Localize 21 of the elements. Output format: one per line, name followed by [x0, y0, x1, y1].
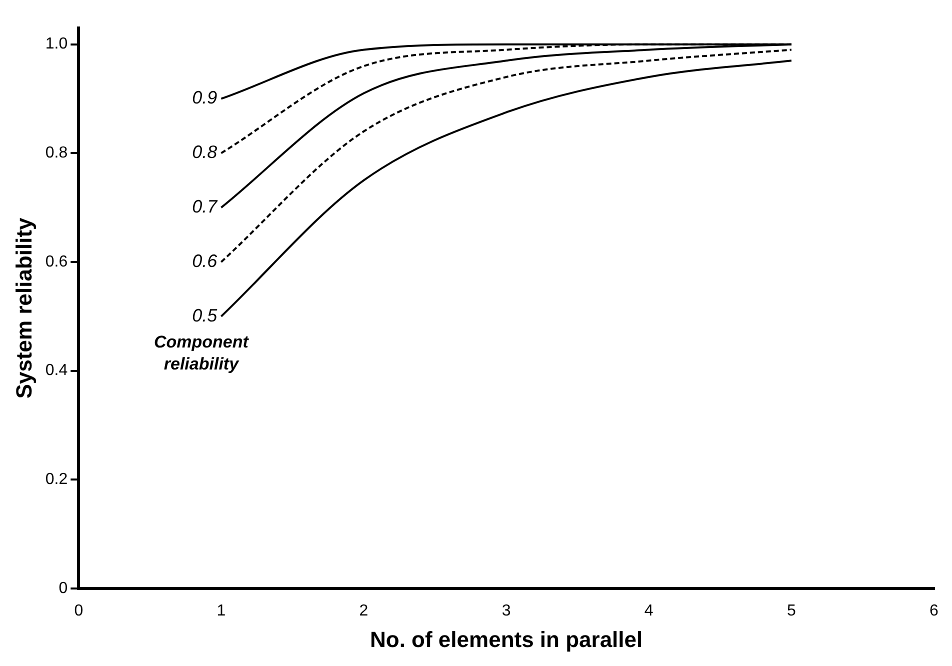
x-tick-label: 3 — [502, 602, 511, 620]
annotation: Component reliability — [154, 332, 250, 374]
x-tick-label: 1 — [216, 602, 226, 620]
x-tick-label: 0 — [74, 602, 84, 620]
y-tick-label: 0 — [58, 580, 68, 597]
series-label: 0.5 — [192, 305, 218, 326]
x-tick-label: 5 — [786, 602, 796, 620]
x-tick-label: 6 — [930, 602, 939, 620]
y-tick-label: 0.2 — [45, 470, 68, 488]
y-axis-title: System reliability — [11, 216, 36, 399]
y-tick-label: 1.0 — [45, 36, 68, 53]
series-label: 0.8 — [192, 142, 218, 162]
series-label: 0.7 — [192, 196, 218, 217]
y-tick-label: 0.6 — [45, 253, 68, 270]
series-label: 0.6 — [192, 250, 218, 271]
y-tick-label: 0.8 — [45, 144, 68, 162]
x-tick-label: 4 — [644, 602, 654, 620]
x-tick-label: 2 — [359, 602, 368, 620]
series-label: 0.9 — [192, 88, 218, 108]
x-axis-title: No. of elements in parallel — [370, 626, 643, 652]
y-tick-label: 0.4 — [45, 362, 68, 380]
